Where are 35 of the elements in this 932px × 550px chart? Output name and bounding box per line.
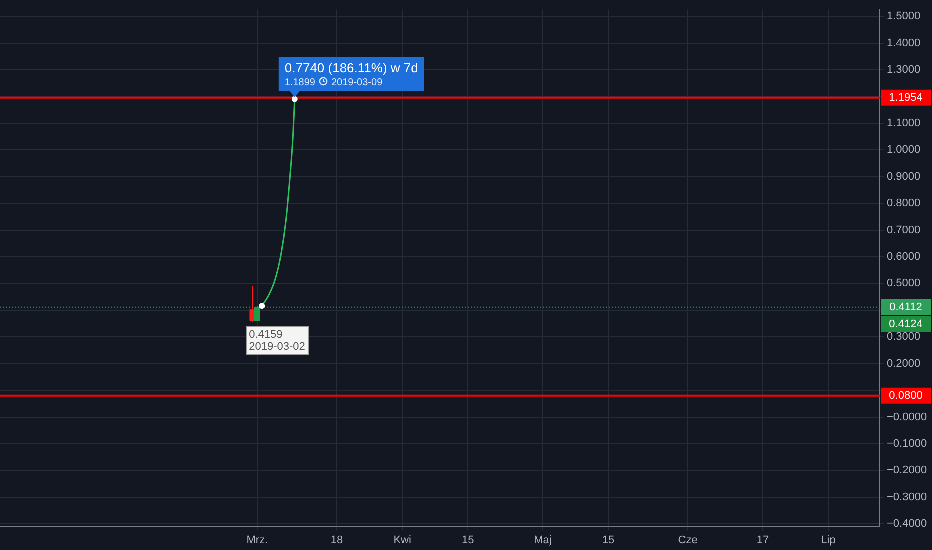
annotation: 2019-03-02	[249, 341, 306, 354]
x-tick-label: 18	[330, 534, 344, 546]
ref-line-label: 1.1954	[889, 92, 923, 104]
y-tick-label: 0.9000	[887, 170, 921, 183]
y-tick-label: 1.5000	[887, 10, 921, 23]
x-tick-label: Mrz.	[246, 534, 268, 546]
y-tick-label: −0.2000	[887, 464, 928, 477]
y-tick-label: 0.3000	[887, 331, 921, 344]
y-tick-label: 0.6000	[887, 251, 921, 264]
annotation: 2019-03-09	[331, 77, 384, 88]
y-tick-label: 1.1000	[887, 117, 921, 130]
y-tick-label: 0.2000	[887, 358, 921, 370]
x-tick-label: Lip	[821, 534, 836, 546]
annotation: 0.7740 (186.11%) w 7d	[284, 60, 418, 76]
x-tick-label: 15	[462, 534, 474, 546]
y-tick-label: −0.0000	[887, 411, 928, 424]
y-tick-label: 1.0000	[887, 144, 921, 156]
annotation: 0.4159	[249, 329, 283, 342]
x-tick-label: 17	[756, 534, 770, 546]
x-tick-label: Maj	[534, 534, 552, 546]
y-tick-label: 0.7000	[887, 224, 921, 236]
y-tick-label: 0.5000	[887, 278, 921, 290]
y-tick-label: −0.4000	[887, 518, 928, 530]
x-tick-label: Cze	[678, 534, 698, 546]
y-tick-label: 1.3000	[887, 64, 921, 76]
ref-line-label: 0.0800	[889, 390, 923, 402]
x-tick-label: Kwi	[394, 534, 412, 546]
y-tick-label: 0.8000	[887, 198, 921, 210]
annotation: 1.1899	[284, 77, 316, 88]
y-tick-label: −0.3000	[887, 491, 928, 504]
y-tick-label: −0.1000	[887, 438, 928, 450]
text: 0.4124	[889, 318, 923, 330]
y-tick-label: 1.4000	[887, 37, 921, 50]
ref-line-label: 0.4112	[890, 301, 922, 314]
x-tick-label: 15	[602, 534, 615, 546]
